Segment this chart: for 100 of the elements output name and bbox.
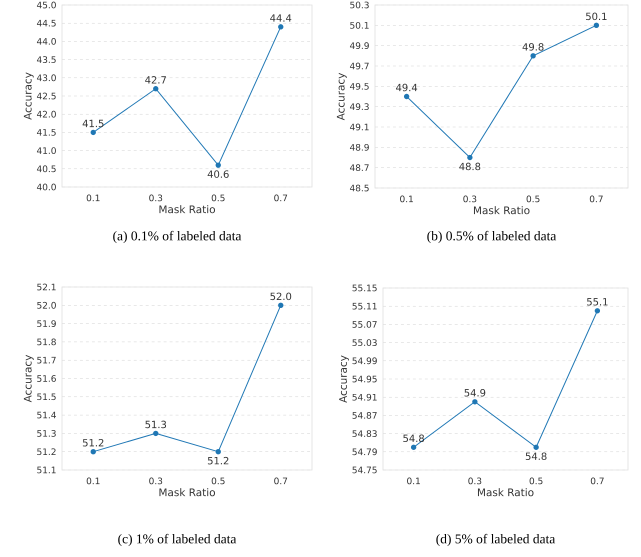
y-tick-label: 51.5 <box>37 393 56 400</box>
point <box>467 154 473 160</box>
point <box>410 444 416 450</box>
point <box>472 399 478 404</box>
x-tick-label: 0.7 <box>590 196 603 202</box>
data-label: 48.8 <box>459 162 480 170</box>
data-label: 49.4 <box>396 84 418 92</box>
point <box>153 86 158 92</box>
y-tick-label: 52.1 <box>37 284 56 290</box>
text: (d) 5% of labeled data <box>436 534 556 546</box>
y-tick-label: 51.1 <box>37 466 56 474</box>
x-axis-title: Mask Ratio <box>474 206 530 214</box>
x-tick-label: 0.5 <box>526 196 540 202</box>
y-tick-label: 55.15 <box>352 284 377 292</box>
data-label: 44.4 <box>270 14 292 22</box>
y-tick-label: 55.07 <box>352 321 377 328</box>
y-tick-label: 40.0 <box>36 184 56 190</box>
y-tick-label: 49.3 <box>350 103 369 110</box>
point <box>216 162 221 168</box>
x-tick-label: 0.5 <box>212 194 225 202</box>
x-axis-title: Mask Ratio <box>159 205 215 214</box>
y-tick-label: 41.0 <box>36 147 56 154</box>
point <box>153 430 158 436</box>
data-label: 41.5 <box>82 120 104 128</box>
y-tick-label: 44.5 <box>36 20 56 27</box>
data-label: 40.6 <box>208 170 229 178</box>
data-label: 54.9 <box>464 389 486 397</box>
point <box>278 24 284 30</box>
y-tick-label: 51.4 <box>37 412 56 418</box>
x-axis-title: Mask Ratio <box>159 488 215 496</box>
data-label: 54.8 <box>526 452 547 460</box>
x-tick-label: 0.3 <box>463 196 476 202</box>
data-label: 50.1 <box>586 12 607 20</box>
data-label: 51.3 <box>145 420 166 428</box>
y-tick-label: 51.8 <box>37 338 56 346</box>
y-tick-label: 51.7 <box>37 356 56 364</box>
data-label: 49.8 <box>522 43 544 51</box>
y-tick-label: 49.5 <box>350 82 369 90</box>
x-tick-label: 0.3 <box>468 478 482 484</box>
x-tick-label: 0.3 <box>149 478 162 484</box>
y-tick-label: 51.9 <box>37 320 56 327</box>
y-tick-label: 51.3 <box>37 430 56 437</box>
y-tick-label: 43.0 <box>36 74 56 82</box>
y-tick-label: 48.5 <box>350 184 369 192</box>
x-axis-title: Mask Ratio <box>478 488 534 496</box>
y-axis-title: Accuracy <box>336 72 347 120</box>
y-tick-label: 51.2 <box>37 448 56 456</box>
y-tick-label: 55.11 <box>352 302 377 310</box>
y-tick-label: 54.99 <box>352 357 377 364</box>
x-tick-label: 0.1 <box>407 478 420 484</box>
y-tick-label: 55.03 <box>352 339 377 346</box>
x-tick-label: 0.5 <box>212 478 225 484</box>
point <box>278 302 284 308</box>
y-tick-label: 49.7 <box>350 62 369 70</box>
x-tick-label: 0.1 <box>400 196 413 202</box>
y-tick-label: 50.1 <box>350 22 369 29</box>
text: (c) 1% of labeled data <box>118 534 236 546</box>
point <box>530 53 536 59</box>
y-tick-label: 52.0 <box>37 302 56 309</box>
point <box>90 130 96 136</box>
y-tick-label: 54.87 <box>352 412 377 419</box>
y-tick-label: 48.9 <box>350 144 369 151</box>
y-tick-label: 54.75 <box>352 466 377 474</box>
y-tick-label: 45.0 <box>36 2 56 8</box>
x-tick-label: 0.5 <box>530 478 542 484</box>
data-label: 42.7 <box>145 76 166 84</box>
y-tick-label: 54.91 <box>352 394 377 401</box>
y-tick-label: 49.9 <box>350 42 369 50</box>
y-tick-label: 41.5 <box>36 129 56 136</box>
x-tick-label: 0.7 <box>590 478 604 484</box>
y-tick-label: 51.6 <box>37 375 56 382</box>
data-label: 54.8 <box>403 434 424 442</box>
data-label: 51.2 <box>208 456 228 464</box>
point <box>404 94 410 100</box>
y-tick-label: 48.7 <box>350 164 369 172</box>
y-tick-label: 40.5 <box>36 165 56 172</box>
point <box>594 308 600 314</box>
y-tick-label: 54.83 <box>352 430 377 437</box>
y-tick-label: 42.0 <box>36 110 56 118</box>
y-axis-title: Accuracy <box>24 72 34 120</box>
point <box>90 449 96 454</box>
text: (a) 0.1% of labeled data <box>113 230 242 244</box>
text: (b) 0.5% of labeled data <box>427 230 556 244</box>
x-tick-label: 0.3 <box>149 194 162 202</box>
x-tick-label: 0.7 <box>274 478 288 484</box>
point <box>594 22 600 28</box>
data-label: 52.0 <box>270 292 292 300</box>
y-tick-label: 43.5 <box>36 56 56 63</box>
data-label: 55.1 <box>587 298 608 306</box>
point <box>533 444 539 450</box>
y-tick-label: 54.95 <box>352 376 377 382</box>
y-tick-label: 54.79 <box>352 448 377 456</box>
x-tick-label: 0.1 <box>86 478 100 484</box>
y-tick-label: 50.3 <box>350 2 369 8</box>
point <box>216 449 221 454</box>
y-tick-label: 49.1 <box>350 124 369 130</box>
x-tick-label: 0.1 <box>86 194 100 202</box>
y-axis-title: Accuracy <box>24 354 34 402</box>
y-axis-title: Accuracy <box>339 355 349 403</box>
y-tick-label: 44.0 <box>36 38 56 45</box>
